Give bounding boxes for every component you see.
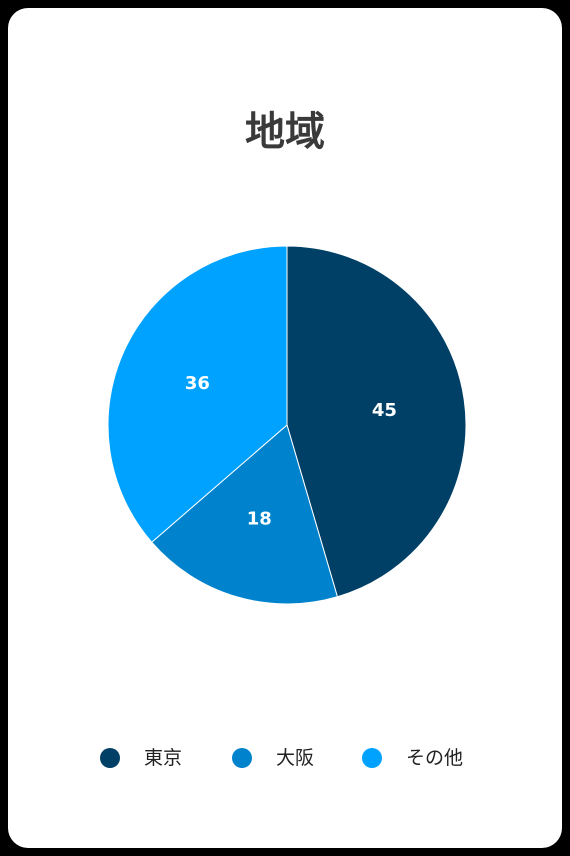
data-label-osaka: 18 xyxy=(247,508,272,529)
data-label-other: 36 xyxy=(185,373,210,394)
legend-label-tokyo: 東京 xyxy=(144,747,183,769)
legend: 東京 大阪 その他 xyxy=(8,743,562,773)
legend-marker-other xyxy=(362,748,382,768)
pie-slice-osaka[interactable] xyxy=(151,424,339,605)
chart-title: 地域 xyxy=(245,109,325,155)
legend-marker-tokyo xyxy=(100,748,120,768)
pie-slice-tokyo[interactable] xyxy=(286,245,467,598)
pie-chart: 45 18 36 xyxy=(107,245,467,605)
pie-slice-other[interactable] xyxy=(107,245,288,543)
pie-data-labels: 45 18 36 xyxy=(185,373,397,529)
pie-slices xyxy=(107,245,467,605)
chart-card: 地域 45 18 36 東京 大阪 その他 xyxy=(8,8,562,848)
legend-label-other: その他 xyxy=(406,747,464,769)
data-label-tokyo: 45 xyxy=(372,400,397,421)
legend-label-osaka: 大阪 xyxy=(276,747,315,769)
legend-marker-osaka xyxy=(232,748,252,768)
